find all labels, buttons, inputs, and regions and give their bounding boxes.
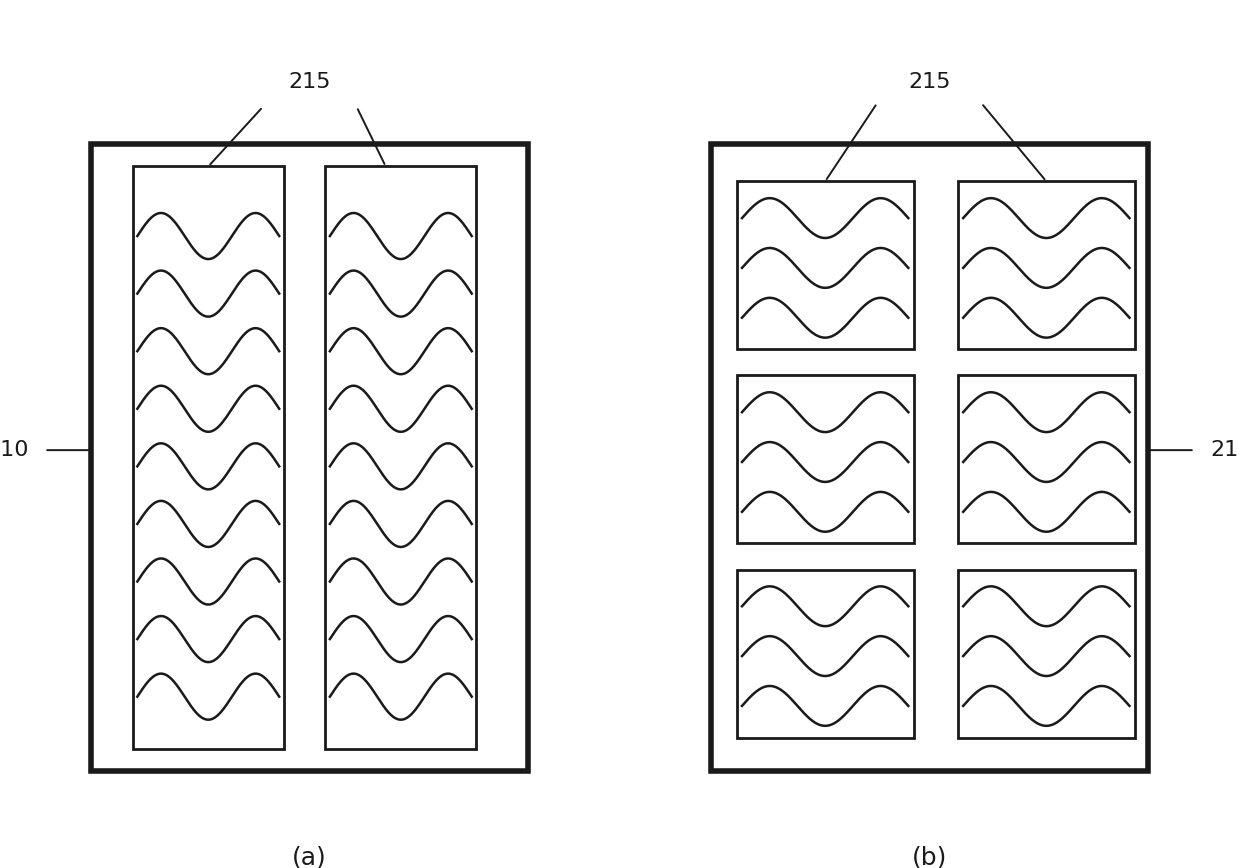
Bar: [711, 144, 1147, 771]
Text: 210: 210: [0, 440, 28, 460]
Bar: [133, 167, 284, 749]
Bar: [737, 569, 913, 738]
Bar: [958, 569, 1135, 738]
Text: (a): (a): [292, 845, 327, 868]
Bar: [737, 376, 913, 543]
Bar: [958, 376, 1135, 543]
Text: 210: 210: [1211, 440, 1239, 460]
FancyBboxPatch shape: [92, 144, 528, 771]
Text: 215: 215: [908, 72, 950, 92]
Text: 215: 215: [289, 72, 331, 92]
Text: (b): (b): [912, 845, 947, 868]
Bar: [958, 181, 1135, 349]
Bar: [737, 181, 913, 349]
Bar: [326, 167, 476, 749]
